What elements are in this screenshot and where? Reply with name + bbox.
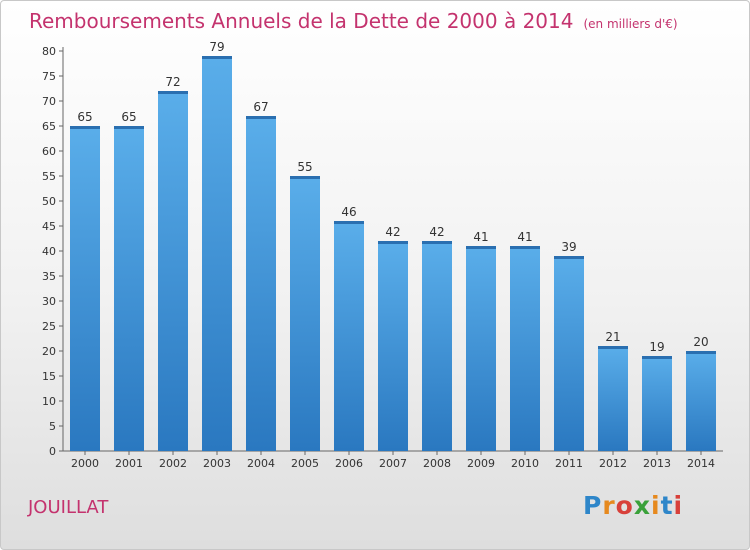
bar [246,116,276,451]
bar-top-edge [554,256,584,259]
bar-top-edge [422,241,452,244]
x-tick-label: 2010 [511,457,539,470]
y-tick-label: 10 [42,395,56,408]
data-label: 41 [473,230,488,244]
data-label: 20 [693,335,708,349]
x-tick-label: 2014 [687,457,715,470]
bar [114,126,144,451]
x-tick-label: 2009 [467,457,495,470]
bar-top-edge [70,126,100,129]
bar [510,246,540,451]
chart-subtitle: (en milliers d'€) [583,17,678,31]
data-label: 41 [517,230,532,244]
chart-title: Remboursements Annuels de la Dette de 20… [29,9,574,33]
logo-letter: r [602,491,616,520]
x-tick-label: 2007 [379,457,407,470]
bar-top-edge [290,176,320,179]
title-row: Remboursements Annuels de la Dette de 20… [29,9,678,33]
x-tick-label: 2000 [71,457,99,470]
data-label: 39 [561,240,576,254]
bar-top-edge [686,351,716,354]
x-tick-label: 2001 [115,457,143,470]
data-label: 55 [297,160,312,174]
data-label: 79 [209,40,224,54]
logo-letter: t [660,491,674,520]
bars-group [70,56,716,451]
logo-letter: o [615,491,634,520]
bar [290,176,320,451]
bar-top-edge [510,246,540,249]
bar-top-edge [114,126,144,129]
bar [466,246,496,451]
x-tick-label: 2004 [247,457,275,470]
y-tick-label: 25 [42,320,56,333]
axes: 0 5 10 15 20 25 30 35 40 45 50 55 60 65 70 75 80 2000 2001… [42,45,723,470]
bar [422,241,452,451]
bar [334,221,364,451]
data-label: 65 [77,110,92,124]
x-tick-label: 2003 [203,457,231,470]
bar-top-edge [202,56,232,59]
y-tick-label: 15 [42,370,56,383]
bar [642,356,672,451]
x-tick-label: 2012 [599,457,627,470]
y-tick-label: 35 [42,270,56,283]
city-name: JOUILLAT [28,497,109,518]
bar-top-edge [378,241,408,244]
y-tick-label: 60 [42,145,56,158]
bar [70,126,100,451]
bar [598,346,628,451]
logo-letter: i [673,491,684,520]
x-tick-label: 2008 [423,457,451,470]
data-label: 42 [429,225,444,239]
proxiti-logo: Proxiti [583,491,683,520]
data-label: 19 [649,340,664,354]
y-tick-label: 65 [42,120,56,133]
y-tick-label: 75 [42,70,56,83]
data-labels-group: 65 65 72 79 67 55 46 42 42 41 41 39 21 19 20 [77,40,708,354]
x-tick-label: 2013 [643,457,671,470]
bar [158,91,188,451]
data-label: 65 [121,110,136,124]
data-label: 46 [341,205,356,219]
data-label: 72 [165,75,180,89]
data-label: 42 [385,225,400,239]
y-tick-label: 70 [42,95,56,108]
bar-top-edge [246,116,276,119]
logo-letter: i [651,491,661,520]
y-tick-label: 55 [42,170,56,183]
x-tick-label: 2005 [291,457,319,470]
x-tick-label: 2011 [555,457,583,470]
y-tick-label: 45 [42,220,56,233]
x-tick-label: 2002 [159,457,187,470]
y-tick-label: 30 [42,295,56,308]
bar-top-edge [158,91,188,94]
x-tick-label: 2006 [335,457,363,470]
y-tick-label: 0 [49,445,56,458]
logo-letter: P [583,491,603,520]
bar [686,351,716,451]
bar-top-edge [466,246,496,249]
bar [554,256,584,451]
bar [202,56,232,451]
data-label: 67 [253,100,268,114]
y-tick-label: 80 [42,45,56,58]
bar-top-edge [598,346,628,349]
y-tick-label: 20 [42,345,56,358]
bar-top-edge [334,221,364,224]
y-tick-label: 40 [42,245,56,258]
logo-letter: x [633,491,651,520]
y-tick-label: 5 [49,420,56,433]
bar [378,241,408,451]
data-label: 21 [605,330,620,344]
y-tick-label: 50 [42,195,56,208]
bar-top-edge [642,356,672,359]
